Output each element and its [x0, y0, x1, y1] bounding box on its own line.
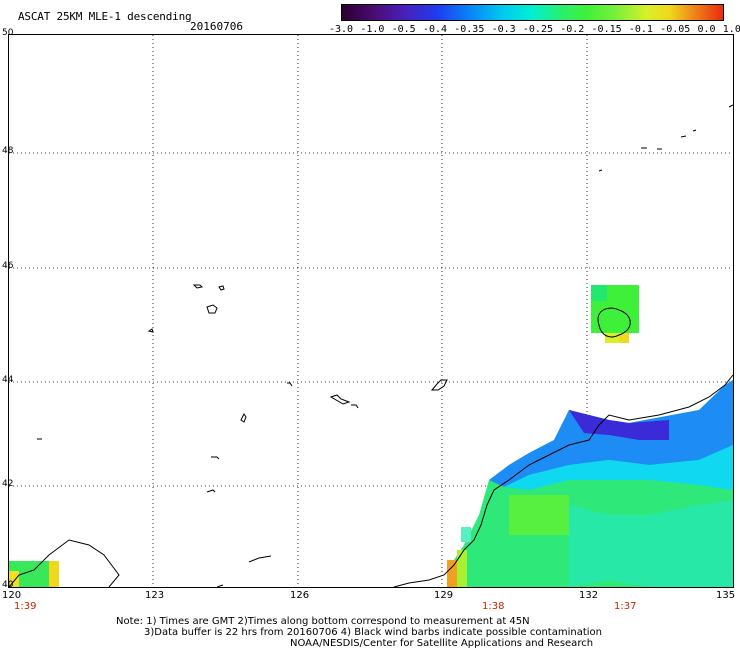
- colorbar-tick: -0.15: [591, 24, 622, 35]
- colorbar-tick: -1.0: [360, 24, 385, 35]
- colorbar-gradient: [341, 4, 724, 21]
- lon-label: 135: [716, 590, 736, 601]
- colorbar-tick: -0.05: [660, 24, 691, 35]
- colorbar-tick: -3.0: [329, 24, 354, 35]
- colorbar-tick: -0.5: [391, 24, 416, 35]
- lon-label: 132: [579, 590, 599, 601]
- time-label: 1:39: [14, 601, 37, 612]
- colorbar-tick: -0.35: [454, 24, 485, 35]
- lat-label: 48: [2, 146, 14, 156]
- map-frame: [8, 34, 734, 588]
- colorbar-tick: -0.4: [422, 24, 448, 35]
- lat-label: 40: [2, 580, 14, 590]
- note-line-1: Note: 1) Times are GMT 2)Times along bot…: [116, 616, 530, 627]
- time-label: 1:37: [614, 601, 637, 612]
- map-canvas: [9, 35, 733, 587]
- lat-label: 46: [2, 261, 14, 271]
- note-line-3: NOAA/NESDIS/Center for Satellite Applica…: [290, 638, 594, 649]
- colorbar-tick: -0.1: [628, 24, 653, 35]
- colorbar-tick: -0.25: [522, 24, 553, 35]
- map-title: ASCAT 25KM MLE-1 descending: [18, 10, 192, 23]
- wind-data-swath: [447, 380, 733, 587]
- time-label: 1:38: [482, 601, 505, 612]
- wind-data-swath-lake: [591, 285, 639, 343]
- colorbar: [341, 4, 724, 21]
- colorbar-tick: 1.0: [722, 24, 740, 35]
- coastline: [9, 104, 733, 587]
- lon-label: 126: [290, 590, 310, 601]
- colorbar-tick: -0.3: [491, 24, 516, 35]
- grid: [9, 35, 733, 587]
- colorbar-ticks: -3.0 -1.0 -0.5 -0.4 -0.35 -0.3 -0.25 -0.…: [329, 24, 740, 35]
- map-date: 20160706: [190, 20, 243, 33]
- lon-label: 129: [434, 590, 454, 601]
- colorbar-tick: -0.2: [560, 24, 585, 35]
- wind-data-swath-sw: [9, 561, 59, 587]
- colorbar-tick: 0.0: [697, 24, 716, 35]
- lon-label: 120: [2, 590, 22, 601]
- note-line-2: 3)Data buffer is 22 hrs from 20160706 4)…: [144, 627, 602, 638]
- lon-label: 123: [145, 590, 165, 601]
- lat-label: 50: [2, 28, 14, 38]
- lat-label: 44: [2, 375, 14, 385]
- lat-label: 42: [2, 479, 14, 489]
